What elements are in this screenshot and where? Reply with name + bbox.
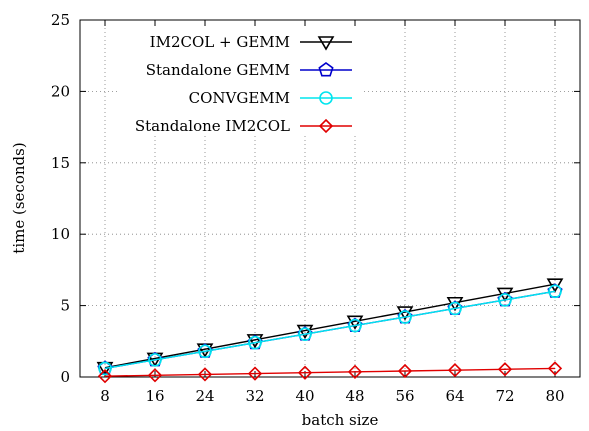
x-tick-label: 80 [545, 387, 564, 405]
x-tick-label: 8 [100, 387, 110, 405]
legend-item-standalone-gemm: Standalone GEMM [146, 61, 352, 79]
data-point-standalone-im2col [197, 367, 213, 382]
legend: IM2COL + GEMM Standalone GEMM CONVGEMM Stan… [135, 33, 352, 135]
x-tick-label: 16 [145, 387, 164, 405]
x-axis-label: batch size [302, 411, 379, 429]
legend-marker [317, 36, 335, 51]
legend-label: Standalone GEMM [146, 61, 290, 79]
legend-marker [318, 62, 334, 77]
data-point-im2col-gemm [546, 278, 564, 293]
data-point-convgemm [98, 361, 112, 376]
data-point-standalone-im2col [397, 363, 413, 379]
data-point-convgemm [398, 310, 412, 324]
y-tick-label: 5 [60, 297, 70, 315]
x-tick-label: 24 [195, 387, 214, 405]
x-tick-label: 56 [395, 387, 414, 405]
data-point-im2col-gemm [346, 315, 364, 330]
data-series [96, 278, 564, 384]
legend-label: Standalone IM2COL [135, 117, 290, 135]
series-convgemm [98, 284, 562, 376]
grid [80, 20, 580, 377]
x-tick-label: 48 [345, 387, 364, 405]
axis-ticks: 0 5 10 15 20 25 8 16 24 32 40 48 56 64 72 80 [51, 11, 580, 405]
data-point-standalone-im2col [97, 369, 113, 384]
data-point-convgemm [198, 344, 212, 359]
data-point-convgemm [298, 327, 312, 341]
x-tick-label: 40 [295, 387, 314, 405]
data-point-convgemm [348, 318, 362, 333]
legend-background [118, 28, 363, 136]
data-point-standalone-im2col [497, 362, 513, 377]
data-point-convgemm [448, 301, 462, 316]
y-tick-label: 15 [51, 154, 70, 172]
data-point-convgemm [148, 353, 162, 367]
legend-item-standalone-im2col: Standalone IM2COL [135, 117, 352, 135]
series-im2col-gemm [96, 278, 564, 377]
series-line-convgemm [104, 290, 556, 370]
y-tick-label: 0 [60, 368, 70, 386]
data-point-standalone-im2col [347, 364, 363, 379]
x-tick-label: 72 [495, 387, 514, 405]
data-point-standalone-im2col [447, 363, 463, 378]
legend-label: IM2COL + GEMM [150, 33, 290, 51]
data-point-im2col-gemm [296, 324, 314, 340]
data-point-standalone-im2col [547, 361, 563, 376]
legend-label: CONVGEMM [189, 89, 290, 107]
legend-item-im2col-gemm: IM2COL + GEMM [150, 33, 352, 51]
legend-item-convgemm: CONVGEMM [189, 89, 352, 107]
legend-marker [318, 118, 334, 134]
x-tick-label: 64 [445, 387, 464, 405]
x-tick-label: 32 [245, 387, 264, 405]
data-point-convgemm [248, 335, 262, 350]
y-tick-label: 20 [51, 82, 70, 100]
plot-frame [79, 19, 581, 378]
data-point-standalone-im2col [147, 368, 163, 383]
data-point-standalone-im2col [247, 366, 263, 381]
series-standalone-im2col [97, 361, 563, 384]
y-tick-label: 10 [51, 225, 70, 243]
series-line-standalone-im2col [104, 367, 556, 377]
y-axis-label: time (seconds) [10, 142, 28, 253]
data-point-convgemm [548, 284, 562, 299]
y-tick-label: 25 [51, 11, 70, 29]
series-line-im2col-gemm [104, 283, 556, 369]
data-point-convgemm [498, 293, 512, 307]
legend-marker [319, 91, 333, 105]
data-point-standalone-im2col [297, 365, 313, 380]
